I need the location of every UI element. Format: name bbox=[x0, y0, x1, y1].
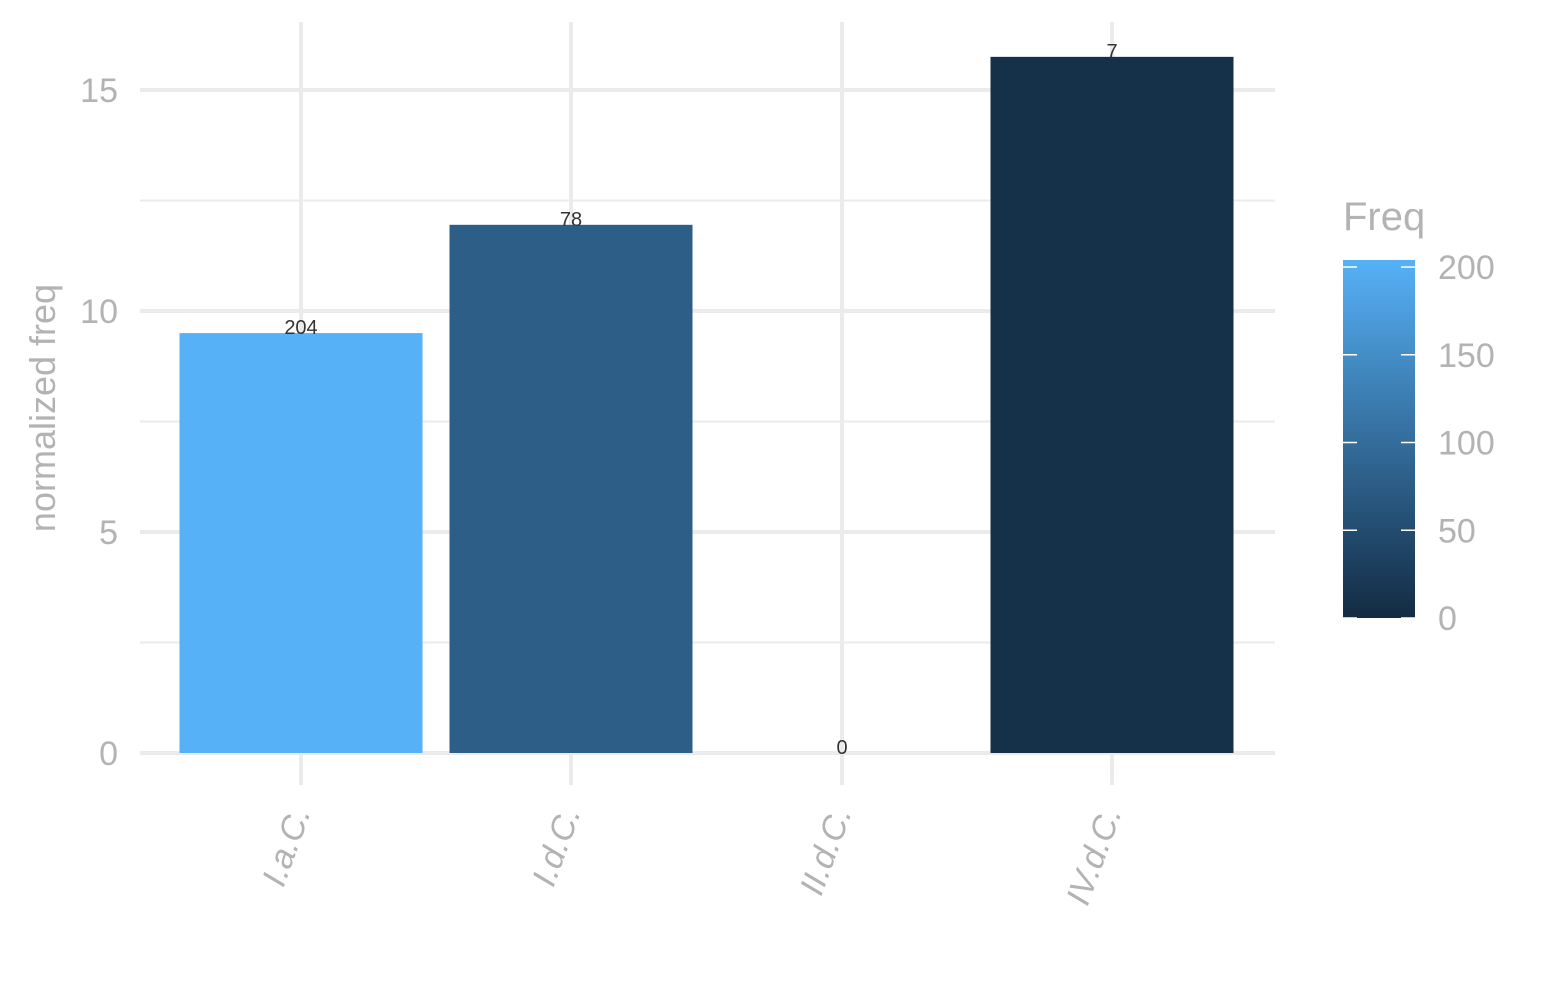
legend-ticks: 0 50 100 150 200 bbox=[1343, 249, 1495, 638]
legend: Freq 0 50 100 150 200 bbox=[1343, 195, 1495, 638]
x-tick-label: II.d.C. bbox=[793, 802, 860, 900]
bars bbox=[179, 56, 1234, 754]
x-tick-label: IV.d.C. bbox=[1059, 802, 1129, 910]
x-tick-label: I.a.C. bbox=[255, 802, 318, 891]
legend-tick-label: 100 bbox=[1438, 425, 1495, 463]
y-tick-label: 5 bbox=[99, 514, 118, 552]
bar-data-label: 7 bbox=[1106, 41, 1117, 63]
y-axis: 0 5 10 15 bbox=[80, 72, 118, 773]
y-tick-label: 15 bbox=[80, 72, 118, 110]
legend-tick-label: 150 bbox=[1438, 337, 1495, 375]
y-tick-label: 10 bbox=[80, 293, 118, 331]
legend-tick-label: 0 bbox=[1438, 600, 1457, 638]
legend-tick-label: 50 bbox=[1438, 512, 1476, 550]
legend-colorbar bbox=[1343, 260, 1415, 618]
bar bbox=[449, 224, 693, 753]
bar-data-label: 0 bbox=[836, 737, 847, 759]
y-axis-label: normalized freq bbox=[22, 284, 63, 532]
legend-title: Freq bbox=[1343, 195, 1425, 239]
data-labels: 204 78 0 7 bbox=[284, 41, 1117, 759]
bar-data-label: 78 bbox=[560, 209, 582, 231]
x-axis: I.a.C. I.d.C. II.d.C. IV.d.C. bbox=[255, 802, 1129, 910]
bar-data-label: 204 bbox=[284, 317, 317, 339]
bar bbox=[990, 56, 1234, 754]
legend-tick-label: 200 bbox=[1438, 249, 1495, 287]
bar bbox=[179, 333, 423, 753]
y-tick-label: 0 bbox=[99, 735, 118, 773]
x-tick-label: I.d.C. bbox=[525, 802, 588, 891]
